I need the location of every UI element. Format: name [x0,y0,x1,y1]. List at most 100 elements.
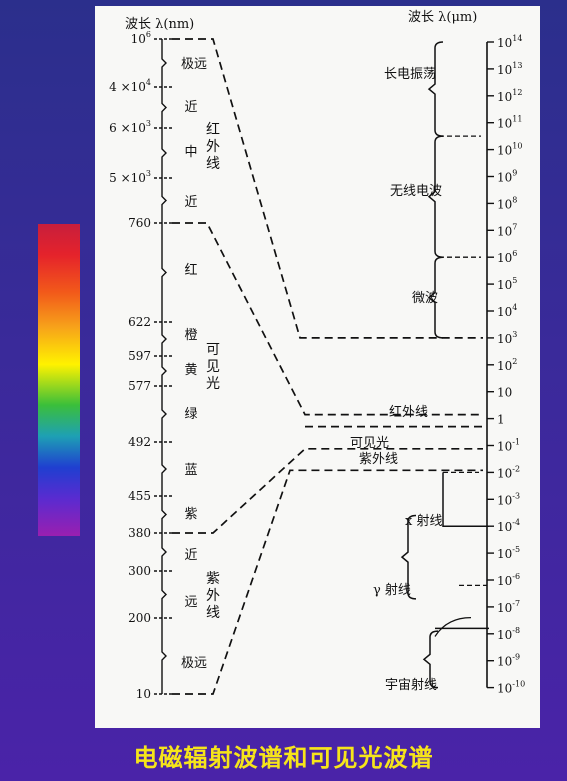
right-tick-sup: -10 [512,680,525,689]
left-tick-base: 5 ×10 [109,171,146,185]
left-group-labels: 红外线可见光紫外线 [206,122,220,621]
right-tick-base: 10 [497,305,512,319]
right-tick-sup: -8 [512,626,520,635]
right-tick-label: 106 [497,249,517,265]
right-band-label: 红外线 [389,404,428,420]
right-band-label: γ 射线 [373,582,411,598]
right-tick-base: 10 [497,466,512,480]
right-tick-label: 10-9 [497,653,520,669]
right-tick-label: 1012 [497,88,522,104]
left-region-label: 蓝 [184,463,197,478]
left-tick-base: 300 [128,564,151,578]
left-tick-base: 455 [128,489,151,503]
left-region-label: 绿 [184,407,197,422]
right-tick-sup: 3 [512,330,517,339]
right-tick-sup: -7 [512,599,520,608]
left-tick-label: 622 [128,315,151,329]
left-region-label: 近 [184,548,197,563]
left-tick-base: 380 [128,526,151,540]
left-tick-base: 4 ×10 [109,80,146,94]
left-tick-base: 10 [136,687,151,701]
right-tick-label: 1 [497,413,505,427]
right-tick-base: 10 [497,682,512,696]
right-tick-base: 10 [497,251,512,265]
right-tick-label: 10-3 [497,491,520,507]
left-tick-label: 4 ×104 [109,78,151,94]
left-tick-label: 380 [128,526,151,540]
right-tick-label: 102 [497,357,517,373]
left-group-label-char: 线 [206,605,220,621]
left-region-labels: 极远近中近红橙黄绿蓝紫近远极远 [181,57,207,671]
left-region-label: 极远 [181,656,207,671]
right-tick-sup: -2 [512,464,520,473]
left-region-label: 中 [184,145,197,160]
right-tick-base: 10 [497,197,512,211]
right-tick-label: 10-1 [497,438,520,454]
left-tick-label: 5 ×103 [109,169,151,185]
right-tick-base: 10 [497,493,512,507]
xray-bracket [443,472,489,526]
right-tick-sup: 6 [512,249,517,258]
left-tick-base: 597 [128,349,151,363]
right-tick-label: 105 [497,276,517,292]
right-tick-sup: -3 [512,491,520,500]
right-band-label: x 射线 [405,513,442,529]
left-tick-base: 577 [128,379,151,393]
right-band-label: 长电振荡 [384,67,436,82]
right-band-label: 紫外线 [359,452,398,467]
left-tick-base: 200 [128,611,151,625]
left-group-label-char: 见 [206,359,220,375]
right-tick-label: 104 [497,303,517,319]
left-group-label-char: 线 [206,156,220,172]
left-tick-label: 492 [128,435,151,449]
left-region-label: 紫 [184,507,197,522]
right-tick-sup: -1 [512,438,520,447]
left-group-label-char: 可 [206,342,220,358]
right-tick-sup: 4 [512,303,517,312]
left-group-label-char: 外 [206,139,220,155]
right-band-labels: 长电振荡无线电波微波红外线可见光紫外线x 射线γ 射线宇宙射线 [350,42,489,693]
right-tick-label: 103 [497,330,517,346]
right-tick-label: 10-2 [497,464,520,480]
left-region-label: 近 [184,195,197,210]
right-tick-label: 108 [497,195,517,211]
left-tick-sup: 3 [146,119,151,128]
left-axis-title: 波长 λ(nm) [125,17,194,32]
brace-long-oscillation [429,42,443,136]
right-band-label: 微波 [412,291,438,306]
cosmic-top-curve [435,618,471,637]
left-tick-label: 577 [128,379,151,393]
right-tick-base: 10 [497,359,512,373]
spectrum-figure: 106 4 ×104 6 ×103 5 ×103 760 622 597 577 492 455 3… [95,6,540,728]
right-tick-sup: 13 [512,61,522,70]
right-tick-sup: -9 [512,653,520,662]
left-tick-base: 6 ×10 [109,121,146,135]
right-tick-sup: 9 [512,169,517,178]
left-tick-base: 622 [128,315,151,329]
figure-caption: 电磁辐射波谱和可见光波谱 [0,738,567,773]
right-tick-base: 10 [497,628,512,642]
right-tick-label: 10-4 [497,518,520,534]
left-region-label: 橙 [184,328,197,343]
left-tick-base: 10 [131,32,146,46]
right-tick-sup: -4 [512,518,520,527]
right-tick-base: 10 [497,574,512,588]
right-band-label: 可见光 [350,436,389,451]
right-tick-label: 10 [497,386,512,400]
left-tick-base: 492 [128,435,151,449]
right-tick-label: 10-6 [497,572,520,588]
right-tick-base: 10 [497,440,512,454]
right-tick-base: 10 [497,655,512,669]
left-tick-base: 760 [128,216,151,230]
left-tick-label: 597 [128,349,151,363]
left-region-label: 红 [184,262,197,278]
left-group-label-char: 紫 [206,571,220,587]
left-tick-sup: 4 [146,78,151,87]
color-spectrum-bar [38,224,80,536]
left-axis-spine [162,39,166,694]
right-tick-base: 10 [497,144,512,158]
right-tick-label: 1014 [497,34,522,50]
right-tick-sup: 7 [512,222,517,231]
right-tick-label: 10-10 [497,680,525,696]
